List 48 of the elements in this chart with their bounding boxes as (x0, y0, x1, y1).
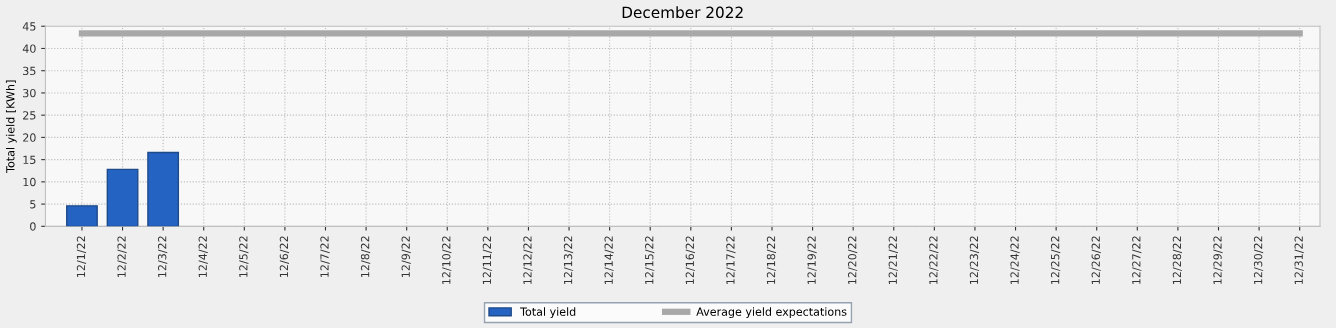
x-tick-label: 12/8/22 (360, 236, 371, 277)
y-tick-label: 10 (23, 177, 36, 187)
x-tick-label: 12/22/22 (929, 236, 939, 285)
x-tick-label: 12/6/22 (279, 236, 290, 277)
y-tick-label: 40 (22, 44, 36, 53)
y-axis-title: Total yield [KWh] (5, 80, 17, 173)
x-tick-label: 12/30/22 (1253, 236, 1264, 285)
x-tick-label: 12/23/22 (969, 236, 980, 285)
x-tick-label: 12/21/22 (888, 236, 898, 285)
y-tick-label: 0 (30, 222, 36, 231)
x-tick-label: 12/25/22 (1050, 236, 1061, 285)
x-tick-label: 12/19/22 (807, 236, 817, 285)
y-tick-label: 45 (22, 22, 36, 31)
y-tick-label: 20 (23, 133, 36, 142)
x-tick-label: 12/14/22 (604, 236, 614, 285)
x-tick-label: 12/28/22 (1172, 236, 1182, 285)
x-tick-label: 12/2/22 (117, 236, 127, 277)
x-tick-label: 12/29/22 (1213, 236, 1223, 285)
x-tick-label: 12/15/22 (645, 236, 655, 285)
bar (66, 205, 98, 227)
bar (106, 168, 139, 227)
x-tick-label: 12/7/22 (320, 236, 330, 277)
x-tick-label: 12/16/22 (685, 236, 695, 285)
y-tick-label: 15 (23, 155, 36, 165)
x-tick-label: 12/20/22 (848, 236, 858, 285)
x-tick-label: 12/9/22 (401, 236, 411, 277)
x-tick-label: 12/26/22 (1091, 236, 1101, 285)
x-tick-label: 12/24/22 (1010, 236, 1020, 285)
x-tick-label: 12/1/22 (76, 236, 87, 277)
x-tick-label: 12/17/22 (726, 236, 736, 285)
x-tick-label: 12/4/22 (198, 236, 208, 277)
x-tick-label: 12/11/22 (482, 236, 492, 285)
x-tick-label: 12/10/22 (442, 236, 452, 285)
x-tick-label: 12/27/22 (1132, 236, 1142, 285)
x-tick-label: 12/3/22 (157, 236, 168, 277)
chart-title: December 2022 (622, 6, 743, 19)
y-tick-label: 5 (30, 200, 36, 209)
y-tick-label: 30 (23, 88, 36, 98)
y-tick-label: 35 (23, 66, 36, 76)
x-tick-label: 12/31/22 (1294, 236, 1304, 285)
x-tick-label: 12/13/22 (563, 236, 574, 285)
x-tick-label: 12/18/22 (766, 236, 777, 285)
y-tick-label: 25 (23, 111, 36, 120)
legend-label: Average yield expectations (696, 307, 847, 318)
x-tick-label: 12/12/22 (523, 236, 533, 285)
bar (147, 151, 180, 227)
legend-label: Total yield (520, 307, 576, 318)
x-tick-label: 12/5/22 (239, 236, 249, 277)
